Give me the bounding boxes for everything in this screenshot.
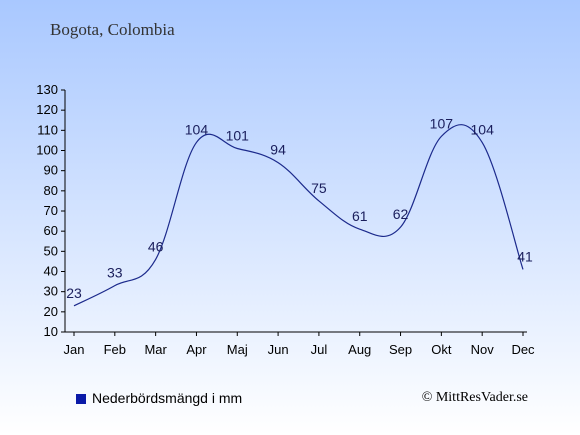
y-tick-label: 100 (36, 143, 58, 158)
data-label: 41 (517, 248, 533, 264)
data-label: 107 (430, 115, 454, 131)
y-tick-label: 110 (37, 122, 58, 137)
chart-title: Bogota, Colombia (50, 20, 175, 39)
y-tick-label: 70 (44, 203, 58, 218)
x-tick-label: Maj (227, 342, 248, 357)
x-tick-label: Nov (471, 342, 495, 357)
y-tick-label: 20 (44, 304, 58, 319)
x-tick-label: Apr (186, 342, 207, 357)
y-tick-label: 120 (36, 102, 58, 117)
y-tick-label: 60 (44, 223, 58, 238)
data-label: 33 (107, 265, 123, 281)
legend-swatch (76, 394, 86, 404)
data-label: 23 (66, 285, 82, 301)
x-tick-label: Sep (389, 342, 412, 357)
y-tick-label: 90 (44, 163, 58, 178)
y-tick-label: 130 (36, 82, 58, 97)
x-tick-label: Aug (348, 342, 371, 357)
data-label: 104 (185, 121, 209, 137)
x-tick-label: Jul (311, 342, 328, 357)
series-line (73, 124, 524, 307)
credit-text: © MittResVader.se (421, 390, 528, 405)
data-label: 94 (270, 142, 286, 158)
data-label: 101 (226, 127, 250, 143)
data-label: 46 (148, 238, 164, 254)
x-tick-label: Okt (431, 342, 452, 357)
y-tick-label: 50 (44, 243, 58, 258)
y-tick-label: 10 (44, 324, 58, 339)
y-tick-label: 30 (44, 284, 58, 299)
x-tick-label: Mar (144, 342, 167, 357)
data-label: 104 (471, 121, 495, 137)
x-tick-label: Feb (104, 342, 126, 357)
data-label: 61 (352, 208, 368, 224)
data-label: 62 (393, 206, 409, 222)
x-tick-label: Jun (268, 342, 289, 357)
y-tick-label: 80 (44, 183, 58, 198)
x-tick-label: Dec (511, 342, 535, 357)
legend-label: Nederbördsmängd i mm (92, 390, 243, 406)
legend: Nederbördsmängd i mm (76, 390, 242, 406)
data-label: 75 (311, 180, 327, 196)
x-tick-label: Jan (64, 342, 85, 357)
y-tick-label: 40 (44, 264, 58, 279)
